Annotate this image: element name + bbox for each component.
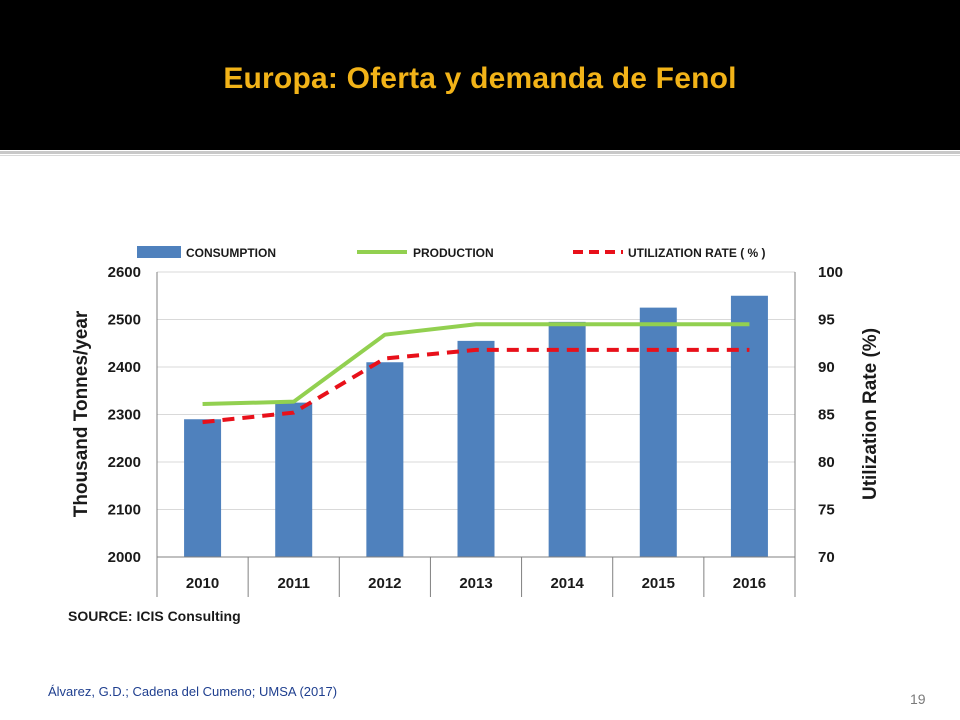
- y-right-tick-label: 75: [818, 502, 835, 519]
- x-tick-label: 2011: [277, 575, 310, 592]
- y-right-tick-label: 70: [818, 549, 835, 566]
- slide-header: Europa: Oferta y demanda de Fenol: [0, 0, 960, 150]
- x-tick-label: 2016: [733, 575, 766, 592]
- consumption-bars: [184, 295, 768, 557]
- utilization-rate-line: [202, 347, 750, 425]
- y-left-tick-label: 2200: [108, 454, 141, 471]
- y-right-tick-label: 80: [818, 454, 835, 471]
- x-tick-label: 2010: [186, 575, 219, 592]
- y-left-tick-label: 2400: [108, 359, 141, 376]
- y-axis-right-title: Utilization Rate (%): [860, 328, 881, 500]
- y-right-tick-label: 85: [818, 407, 835, 424]
- slide-number: 19: [910, 691, 926, 707]
- slide-title: Europa: Oferta y demanda de Fenol: [223, 62, 737, 95]
- chart-lines: [202, 322, 750, 425]
- legend-label: CONSUMPTION: [186, 246, 276, 260]
- header-divider: [0, 151, 960, 154]
- y-left-tick-label: 2500: [108, 312, 141, 329]
- x-tick-label: 2015: [642, 575, 675, 592]
- consumption-bar: [366, 362, 404, 557]
- y-left-tick-label: 2600: [108, 264, 141, 281]
- consumption-bar: [730, 295, 768, 557]
- legend-label: UTILIZATION RATE ( % ): [628, 246, 766, 260]
- chart-legend: CONSUMPTION PRODUCTION UTILIZATION RATE ( …: [137, 246, 766, 260]
- header-divider-thin: [0, 155, 960, 156]
- legend-label: PRODUCTION: [413, 246, 494, 260]
- x-tick-label: 2014: [550, 575, 584, 592]
- y-right-tick-label: 95: [818, 312, 835, 329]
- production-line: [202, 322, 750, 407]
- consumption-bar: [275, 402, 313, 557]
- y-left-tick-label: 2000: [108, 549, 141, 566]
- x-tick-label: 2013: [459, 575, 492, 592]
- y-right-tick-label: 90: [818, 359, 835, 376]
- x-tick-label: 2012: [368, 575, 401, 592]
- consumption-bar: [639, 307, 677, 557]
- citation-text: Álvarez, G.D.; Cadena del Cumeno; UMSA (…: [48, 684, 338, 699]
- consumption-bar: [548, 321, 586, 557]
- y-right-tick-label: 100: [818, 264, 843, 281]
- y-axis-left-title: Thousand Tonnes/year: [71, 310, 92, 517]
- consumption-bar: [184, 419, 222, 557]
- legend-swatch-consumption: [137, 246, 181, 258]
- chart-axes: 2000 2100 2200 2300 2400 2500 2600 70 75 80 85 90 95…: [108, 264, 843, 597]
- y-left-tick-label: 2300: [108, 407, 141, 424]
- consumption-bar: [457, 340, 495, 557]
- chart-source: SOURCE: ICIS Consulting: [68, 608, 241, 624]
- y-left-tick-label: 2100: [108, 502, 141, 519]
